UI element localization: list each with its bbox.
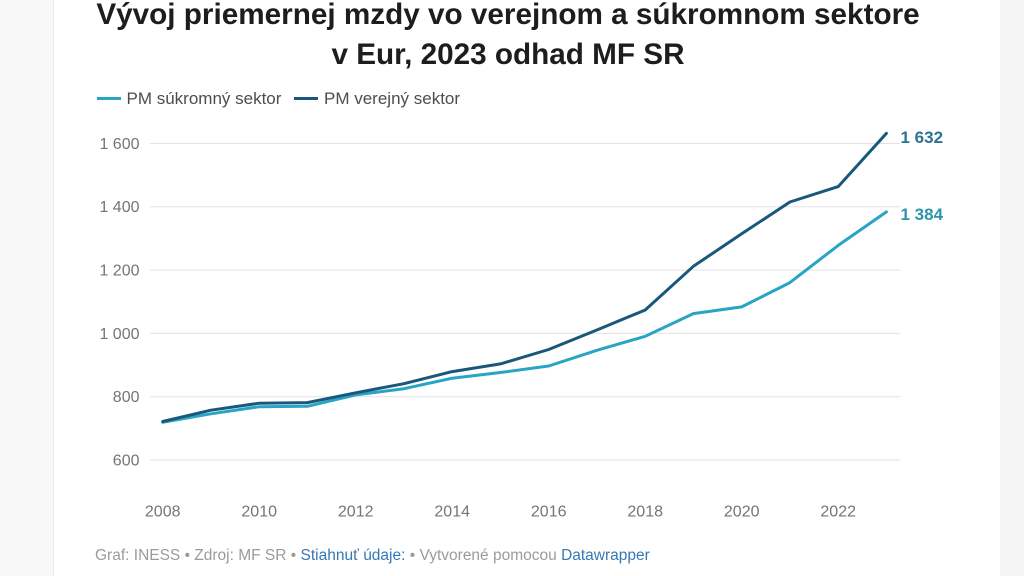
svg-text:2014: 2014 [434,504,470,521]
svg-text:2012: 2012 [338,504,374,521]
svg-text:2010: 2010 [241,504,277,521]
svg-text:2016: 2016 [531,504,567,521]
svg-text:1 384: 1 384 [901,205,944,224]
svg-text:1 000: 1 000 [99,326,139,343]
svg-text:1 400: 1 400 [99,199,139,216]
svg-text:1 632: 1 632 [901,128,944,147]
svg-text:1 200: 1 200 [99,263,139,280]
svg-text:2020: 2020 [724,504,760,521]
svg-text:600: 600 [113,452,140,469]
svg-text:2018: 2018 [627,504,663,521]
svg-text:2008: 2008 [145,504,181,521]
svg-text:1 600: 1 600 [99,136,139,153]
svg-text:800: 800 [113,389,140,406]
svg-text:2022: 2022 [820,504,856,521]
